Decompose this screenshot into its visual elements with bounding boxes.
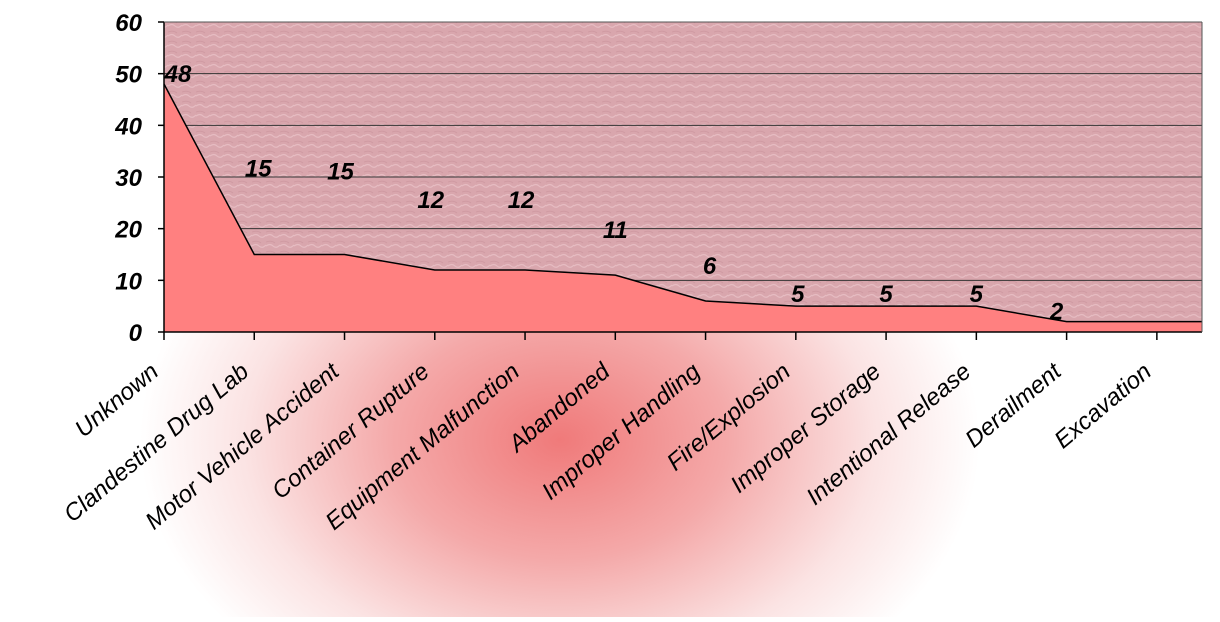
data-label: 5 xyxy=(970,281,984,308)
y-tick-label: 0 xyxy=(129,320,143,347)
area-fill xyxy=(164,84,1202,332)
y-axis-ticks: 0 10 20 30 40 50 60 xyxy=(114,10,164,347)
data-label: 11 xyxy=(603,217,628,244)
data-label: 2 xyxy=(1049,299,1064,326)
data-label: 15 xyxy=(245,156,272,183)
y-tick-label: 10 xyxy=(115,268,142,295)
data-labels: 481515121211655522 xyxy=(164,61,1064,326)
area-line xyxy=(163,83,1202,323)
y-tick-label: 60 xyxy=(115,10,142,37)
data-label: 6 xyxy=(703,253,717,280)
x-tick-label: Container Rupture xyxy=(267,358,435,505)
data-label: 48 xyxy=(164,61,192,88)
data-label: 12 xyxy=(508,187,535,214)
x-tick-label: Intentional Release xyxy=(801,358,976,511)
data-label: 5 xyxy=(879,281,893,308)
area-series xyxy=(163,83,1202,332)
y-tick-label: 20 xyxy=(114,217,142,244)
y-tick-label: 30 xyxy=(115,165,142,192)
y-tick-label: 40 xyxy=(114,113,142,140)
x-tick-label: Improper Storage xyxy=(726,358,886,499)
data-label: 5 xyxy=(791,281,805,308)
data-label: 15 xyxy=(327,159,354,186)
data-label: 12 xyxy=(417,187,444,214)
y-tick-label: 50 xyxy=(115,62,142,89)
x-tick-label: Improper Handling xyxy=(537,357,706,505)
x-tick-label: Excavation xyxy=(1049,358,1156,454)
x-tick-label: Derailment xyxy=(960,357,1067,453)
